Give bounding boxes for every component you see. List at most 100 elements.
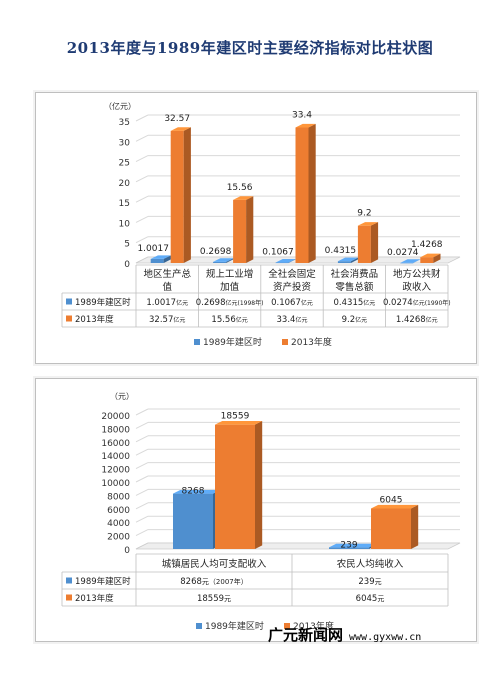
bar-2013 bbox=[295, 127, 309, 263]
table-legend-key bbox=[66, 298, 72, 305]
gridline-depth bbox=[135, 155, 149, 163]
table-cell-unit: 亿元 bbox=[295, 316, 307, 324]
table-cell-unit: 亿元 bbox=[173, 316, 185, 324]
bar-top bbox=[275, 258, 296, 263]
bar-top bbox=[337, 257, 359, 262]
bar-1989 bbox=[275, 262, 289, 264]
bar-1989 bbox=[329, 547, 369, 549]
gridline-depth bbox=[135, 435, 149, 443]
table-cell: 239元 bbox=[358, 577, 381, 587]
bar-2013 bbox=[371, 508, 411, 549]
table-cell: 33.4亿元 bbox=[277, 315, 308, 325]
x-category-label: 全社会固定 bbox=[268, 268, 316, 280]
y-tick-label: 2000 bbox=[107, 533, 130, 543]
y-tick-label: 16000 bbox=[101, 439, 130, 449]
gridline-depth bbox=[135, 529, 149, 537]
bar-top bbox=[213, 258, 234, 262]
table-cell: 0.2698亿元(1998年) bbox=[196, 298, 264, 308]
y-tick-label: 35 bbox=[119, 118, 130, 128]
y-tick-label: 4000 bbox=[107, 519, 130, 529]
table-cell-value: 15.56 bbox=[211, 315, 235, 325]
y-tick-label: 20 bbox=[119, 179, 131, 189]
table-cell-value: 9.2 bbox=[342, 315, 356, 325]
data-label: 1.4268 bbox=[411, 240, 443, 250]
table-cell-value: 32.57 bbox=[149, 315, 173, 325]
bar-top bbox=[170, 127, 191, 131]
x-category-label: 零售总额 bbox=[335, 281, 374, 293]
data-label: 0.2698 bbox=[200, 247, 232, 257]
bar-top bbox=[150, 255, 171, 259]
gridline-depth bbox=[135, 236, 149, 244]
table-cell-value: 0.4315 bbox=[334, 298, 364, 308]
bar-top bbox=[173, 490, 221, 494]
gridline-depth bbox=[135, 175, 149, 183]
chart-panel-bottom: 0 2000 4000 6000 8000 10000 12000 14000 16000 180… bbox=[35, 378, 477, 642]
legend-label: 1989年建区时 bbox=[205, 620, 264, 632]
bar-side bbox=[433, 253, 441, 263]
y-tick-label: 5 bbox=[124, 240, 130, 250]
bar-side bbox=[413, 259, 421, 263]
gridline-depth bbox=[135, 195, 149, 203]
gridline-depth bbox=[135, 408, 149, 416]
table-cell-unit: 亿元 bbox=[236, 316, 248, 324]
bar-side bbox=[255, 421, 263, 549]
bar-top bbox=[371, 504, 419, 509]
x-category-label: 地区生产总 bbox=[143, 268, 191, 280]
x-category-label: 资产投资 bbox=[273, 281, 312, 293]
table-cell-unit: 亿元(1998年) bbox=[225, 299, 263, 307]
y-tick-label: 14000 bbox=[101, 452, 130, 462]
data-label: 15.56 bbox=[227, 183, 253, 193]
gridline-depth bbox=[135, 134, 149, 142]
bar-side bbox=[183, 127, 191, 264]
table-series-name: 1989年建区时 bbox=[75, 297, 131, 308]
bar-top bbox=[233, 196, 254, 200]
table-cell: 0.0274亿元(1990年) bbox=[383, 298, 451, 308]
chart-panel-top: 0 5 10 15 20 25 30 35 （亿元） 1.0017 0.2698 0.1067 0.43… bbox=[35, 92, 477, 364]
table-cell-unit: 元 bbox=[375, 578, 382, 586]
x-category-label: 政收入 bbox=[403, 281, 432, 293]
bar-1989 bbox=[213, 261, 227, 263]
bar-1989 bbox=[173, 493, 213, 549]
y-tick-label: 0 bbox=[124, 260, 130, 270]
table-cell: 6045元 bbox=[356, 594, 385, 604]
bar-1989 bbox=[400, 262, 414, 264]
y-tick-label: 8000 bbox=[107, 492, 130, 502]
table-cell-value: 0.1067 bbox=[271, 298, 301, 308]
x-category-label: 规上工业增 bbox=[206, 268, 254, 280]
bar-side bbox=[308, 123, 316, 264]
table-legend-key bbox=[66, 577, 72, 584]
legend-label: 1989年建区时 bbox=[203, 336, 262, 348]
data-label: 8268 bbox=[182, 487, 205, 497]
bar-2013 bbox=[170, 130, 184, 263]
table-cell-value: 6045 bbox=[356, 594, 378, 604]
data-label: 0.1067 bbox=[262, 248, 294, 258]
table-cell: 1.4268亿元 bbox=[396, 315, 438, 325]
bar-side bbox=[288, 258, 296, 263]
x-category-label: 地方公共财 bbox=[393, 268, 441, 280]
table-cell-value: 0.2698 bbox=[196, 298, 226, 308]
table-legend-key bbox=[66, 594, 72, 601]
legend-key bbox=[196, 623, 202, 629]
bar-top bbox=[215, 421, 263, 425]
table-cell-unit: 元 bbox=[377, 595, 384, 603]
table-cell-value: 33.4 bbox=[277, 315, 296, 325]
data-label: 33.4 bbox=[292, 110, 312, 120]
data-label: 18559 bbox=[221, 412, 250, 422]
watermark-url: www.gyxww.cn bbox=[349, 632, 422, 643]
bar-side bbox=[370, 222, 379, 263]
table-cell: 8268元（2007年） bbox=[180, 577, 247, 587]
table-cell: 18559元 bbox=[197, 594, 231, 604]
gridline-depth bbox=[135, 488, 149, 496]
y-tick-label: 30 bbox=[119, 138, 131, 148]
gridline-depth bbox=[135, 475, 149, 483]
chart-top: 0 5 10 15 20 25 30 35 （亿元） 1.0017 0.2698 0.1067 0.43… bbox=[61, 101, 461, 348]
table-cell-unit: 亿元 bbox=[355, 316, 367, 324]
x-category-label: 社会消费品 bbox=[331, 268, 379, 280]
y-tick-label: 15 bbox=[119, 199, 130, 209]
data-label: 32.57 bbox=[164, 114, 190, 124]
table-cell: 9.2亿元 bbox=[342, 315, 368, 325]
watermark: 广元新闻网 www.gyxww.cn bbox=[268, 624, 500, 644]
y-tick-label: 6000 bbox=[107, 506, 130, 516]
table-cell-unit: 亿元 bbox=[426, 316, 438, 324]
table-cell-value: 1.0017 bbox=[146, 298, 176, 308]
